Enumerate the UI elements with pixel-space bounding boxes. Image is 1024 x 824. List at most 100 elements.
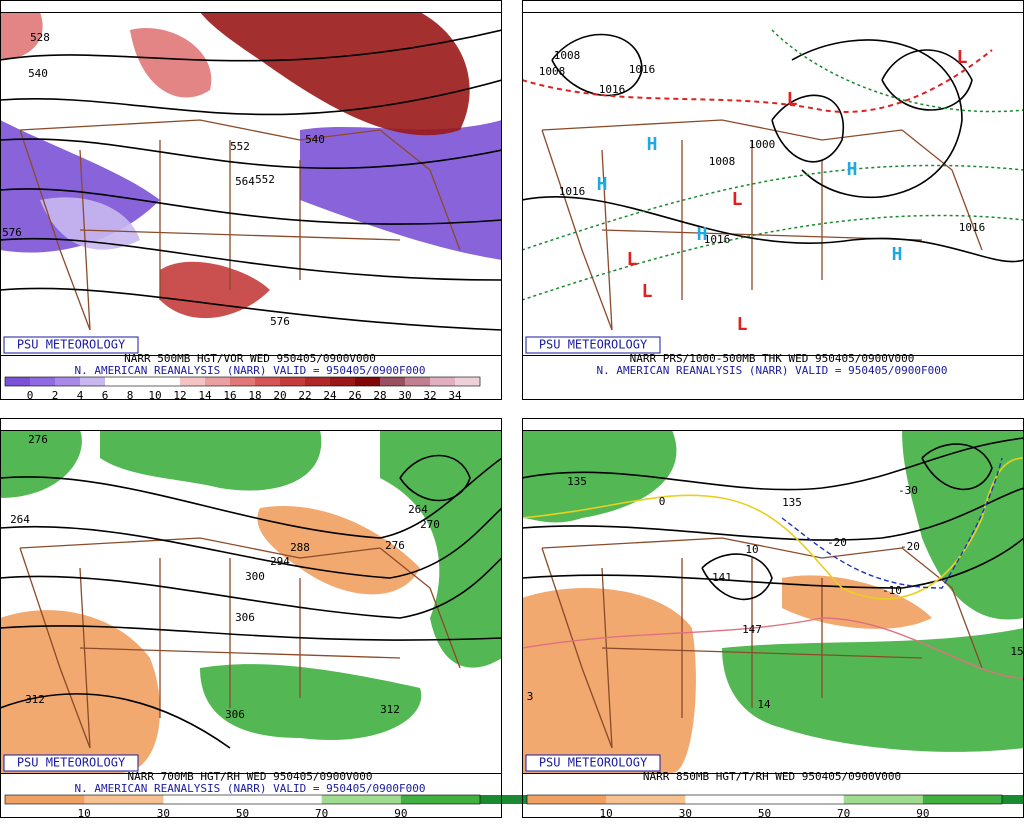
contour-label: H xyxy=(697,224,708,245)
colorbar-label: 20 xyxy=(273,389,286,402)
badge-box xyxy=(525,336,661,354)
colorbar-segment xyxy=(430,377,456,386)
colorbar-segment xyxy=(685,795,765,804)
field-shading xyxy=(0,12,43,60)
contour-line xyxy=(0,237,502,281)
panel-title: NARR 700MB HGT/RH WED 950405/0900V000 xyxy=(127,770,372,783)
colorbar-label: 70 xyxy=(315,807,328,819)
field-shading xyxy=(200,664,422,740)
thickness-line xyxy=(522,164,1024,251)
colorbar-segment xyxy=(321,795,402,804)
colorbar-segment xyxy=(280,377,306,386)
contour-label: 288 xyxy=(290,541,310,554)
panel-subtitle: N. AMERICAN REANALYSIS (NARR) VALID = 95… xyxy=(75,364,426,377)
contour-label: 564 xyxy=(235,175,255,188)
contour-line xyxy=(881,49,973,111)
colorbar-label: 90 xyxy=(394,807,407,819)
colorbar-label: 4 xyxy=(77,389,84,402)
map-panel: 135 135 141 147 10 0 -10 -20 -20 -30 15 3 14 PSU METE… xyxy=(522,418,1024,820)
contour-label: 306 xyxy=(235,611,255,624)
contour-label: -20 xyxy=(900,540,920,553)
colorbar-label: 10 xyxy=(600,807,613,819)
colorbar-segment xyxy=(80,377,106,386)
colorbar-segment xyxy=(400,795,481,804)
colorbar-segment xyxy=(84,795,164,804)
map-area: 100810081016100010081016101610161016HHHH… xyxy=(522,12,1024,355)
contour-label: 306 xyxy=(225,708,245,721)
colorbar-segment xyxy=(130,377,156,386)
badge-box xyxy=(525,754,661,772)
badge: PSU METEOROLOGY xyxy=(17,338,126,352)
colorbar-label: 50 xyxy=(758,807,771,819)
colorbar-frame xyxy=(4,794,481,805)
colorbar-label: 70 xyxy=(837,807,850,819)
contour-line xyxy=(0,507,502,579)
field-shading xyxy=(0,610,160,773)
colorbar-label: 30 xyxy=(398,389,411,402)
contour-label: 0 xyxy=(659,495,666,508)
colorbar-label: 90 xyxy=(916,807,929,819)
contour-label: 1016 xyxy=(629,63,656,76)
colorbar-segment xyxy=(764,795,845,804)
contour-line xyxy=(522,196,1024,263)
contour-line xyxy=(0,557,502,619)
colorbar-label: 8 xyxy=(127,389,134,402)
colorbar-segment xyxy=(155,377,181,386)
contour-label: 1016 xyxy=(959,221,986,234)
field-shading xyxy=(40,197,140,250)
colorbar-label: 2 xyxy=(52,389,59,402)
colorbar-segment xyxy=(405,377,431,386)
colorbar-segment xyxy=(255,377,281,386)
colorbar-label: 14 xyxy=(198,389,212,402)
colorbar-segment xyxy=(606,795,686,804)
contour-label: 300 xyxy=(245,570,265,583)
contour-line xyxy=(399,454,471,502)
badge: PSU METEOROLOGY xyxy=(539,756,648,770)
contour-label: 14 xyxy=(757,698,771,711)
contour-label: H xyxy=(647,134,658,155)
contour-label: L xyxy=(737,314,748,335)
contour-label: 1016 xyxy=(599,83,626,96)
field-shading xyxy=(722,628,1024,752)
colorbar-label: 24 xyxy=(323,389,337,402)
isotherm xyxy=(781,457,1003,589)
badge-box xyxy=(3,754,139,772)
colorbar-segment xyxy=(305,377,331,386)
colorbar-segment xyxy=(5,377,31,386)
contour-label: 135 xyxy=(567,475,587,488)
colorbar-segment xyxy=(242,795,323,804)
panel-border xyxy=(0,418,502,818)
contour-label: -30 xyxy=(898,484,918,497)
field-shading xyxy=(522,588,696,773)
contour-label: 1008 xyxy=(709,155,736,168)
colorbar-segment xyxy=(105,377,131,386)
thickness-line xyxy=(522,49,993,113)
colorbar-label: 22 xyxy=(298,389,311,402)
contour-label: 576 xyxy=(270,315,290,328)
contour-label: L xyxy=(787,89,798,110)
colorbar-label: 12 xyxy=(173,389,186,402)
panel-subtitle: N. AMERICAN REANALYSIS (NARR) VALID = 95… xyxy=(75,782,426,795)
contour-label: 528 xyxy=(30,31,50,44)
colorbar-label: 10 xyxy=(148,389,161,402)
colorbar-label: 6 xyxy=(102,389,109,402)
contour-label: 1008 xyxy=(539,65,566,78)
colorbar-segment xyxy=(330,377,356,386)
panel-title: NARR 500MB HGT/VOR WED 950405/0900V000 xyxy=(124,352,376,365)
colorbar-label: 28 xyxy=(373,389,386,402)
contour-label: 141 xyxy=(712,571,732,584)
contour-label: 552 xyxy=(255,173,275,186)
colorbar-segment xyxy=(205,377,231,386)
contour-line xyxy=(0,693,231,749)
contour-label: -10 xyxy=(882,584,902,597)
contour-line xyxy=(551,33,643,97)
contour-line xyxy=(771,94,845,163)
colorbar-segment xyxy=(1002,795,1024,804)
field-shading xyxy=(300,120,502,260)
contour-line xyxy=(522,487,1024,541)
panel-title: NARR PRS/1000-500MB THK WED 950405/0900V… xyxy=(630,352,915,365)
